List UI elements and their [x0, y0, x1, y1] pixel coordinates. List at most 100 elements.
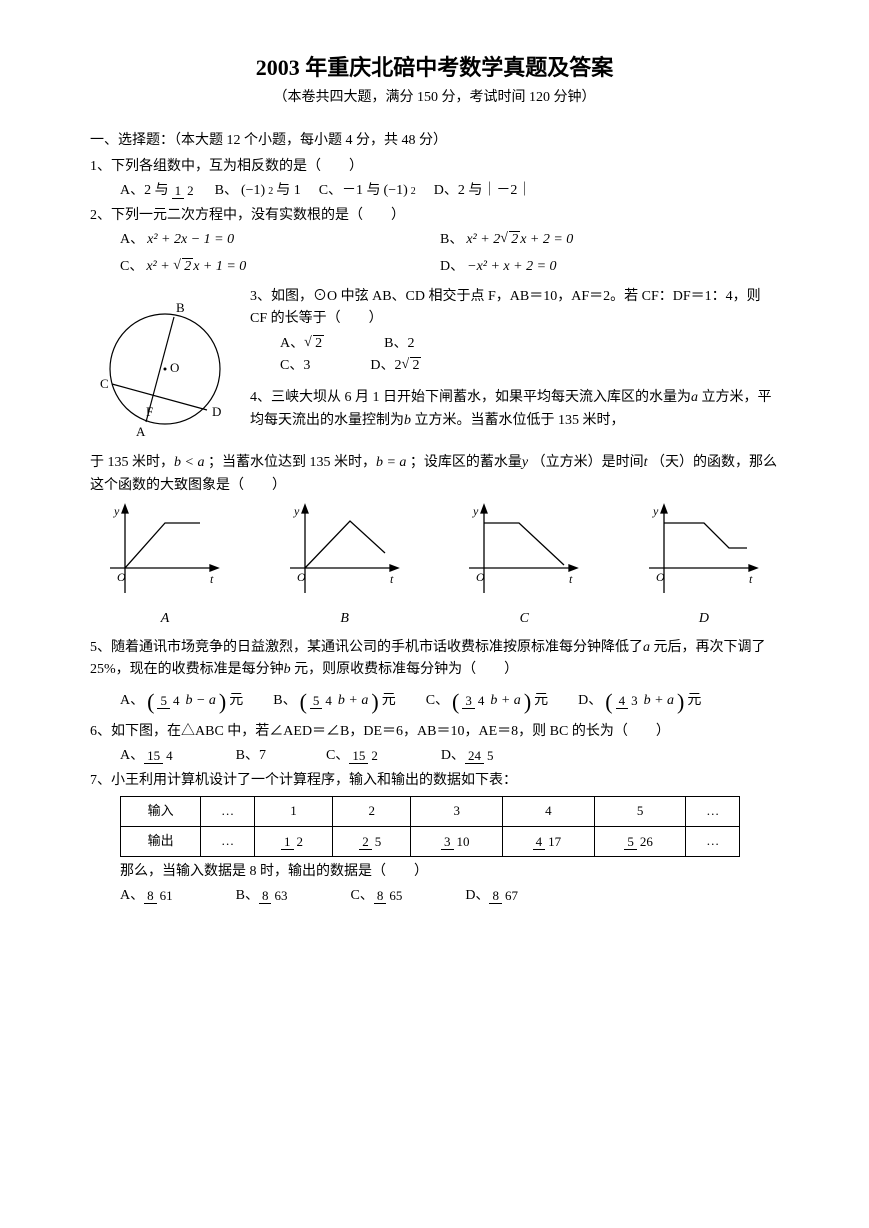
f7cd: 65 — [386, 888, 405, 903]
q5-a: a — [643, 640, 650, 655]
opt-6d: D、 — [441, 748, 465, 763]
question-1: 1、下列各组数中，互为相反数的是（ ） — [90, 156, 779, 178]
opt-5d: D、 — [578, 690, 602, 712]
opt-7c: C、 — [350, 888, 373, 903]
graph-A: yOt A — [90, 503, 240, 631]
f5bd: 4 — [322, 693, 335, 708]
lbl-A: A — [136, 424, 146, 439]
question-3-options-2: C、3 D、22 — [280, 355, 779, 377]
eq-2c-pre: x² + — [146, 259, 173, 274]
graph-D: yOt D — [629, 503, 779, 631]
opt-2c: C、 — [120, 256, 143, 278]
opt-6c: C、 — [326, 748, 349, 763]
svg-text:t: t — [390, 572, 394, 586]
table-row: 输入 … 1 2 3 4 5 … — [121, 797, 740, 827]
opt-7a: A、 — [120, 888, 144, 903]
question-7-options: A、861 B、863 C、865 D、867 — [120, 885, 779, 907]
graph-B: yOt B — [270, 503, 420, 631]
u5a: 元 — [229, 690, 243, 712]
cell-in: 1 — [254, 797, 332, 827]
svg-text:t: t — [569, 572, 573, 586]
f7dn: 8 — [489, 888, 502, 904]
graph-B-label: B — [270, 608, 420, 630]
od2: 10 — [454, 834, 473, 849]
q4-y: y — [522, 455, 528, 470]
od0: 2 — [294, 834, 307, 849]
question-3: 3、如图，⊙O 中弦 AB、CD 相交于点 F，AB＝10，AF＝2。若 CF：… — [250, 286, 779, 331]
opt-1b: B、 — [215, 180, 238, 202]
svg-text:O: O — [117, 570, 126, 584]
q4-b: b — [404, 413, 411, 428]
question-4-graphs: y Ot A yOt B yOt C yOt D — [90, 503, 779, 631]
eq-2a: x² + 2x − 1 = 0 — [147, 229, 234, 251]
graph-C: yOt C — [449, 503, 599, 631]
f5dop: b + a — [644, 690, 674, 712]
question-2: 2、下列一元二次方程中，没有实数根的是（ ） — [90, 205, 779, 227]
f5aop: b − a — [185, 690, 215, 712]
f5cd: 4 — [475, 693, 488, 708]
f7dd: 67 — [502, 888, 521, 903]
u5b: 元 — [382, 690, 396, 712]
th-input: 输入 — [121, 797, 201, 827]
question-7: 7、小王利用计算机设计了一个计算程序，输入和输出的数据如下表： — [90, 770, 779, 792]
section-heading: 一、选择题：（本大题 12 个小题，每小题 4 分，共 48 分） — [90, 130, 779, 152]
opt-6a: A、 — [120, 748, 144, 763]
on0: 1 — [281, 834, 294, 850]
cell-out: 417 — [503, 826, 595, 856]
q5-t3: 元，则原收费标准每分钟为（ ） — [294, 662, 518, 677]
cell-dots: … — [686, 797, 740, 827]
opt-5a: A、 — [120, 690, 144, 712]
question-5: 5、随着通讯市场竞争的日益激烈，某通讯公司的手机市话收费标准按原标准每分钟降低了… — [90, 637, 779, 682]
q4-t5: ；设库区的蓄水量 — [410, 455, 522, 470]
graph-C-label: C — [449, 608, 599, 630]
q5-t1: 5、随着通讯市场竞争的日益激烈，某通讯公司的手机市话收费标准按原标准每分钟降低了 — [90, 640, 643, 655]
od1: 5 — [372, 834, 385, 849]
opt-1b-tail: 与 1 — [276, 180, 301, 202]
f7bn: 8 — [259, 888, 272, 904]
cell-out: 310 — [411, 826, 503, 856]
cell-dots: … — [201, 826, 255, 856]
opt-7b: B、 — [236, 888, 259, 903]
opt-3a: A、 — [280, 336, 304, 351]
f7cn: 8 — [374, 888, 387, 904]
f5dd: 3 — [628, 693, 641, 708]
on2: 3 — [441, 834, 454, 850]
graph-D-label: D — [629, 608, 779, 630]
opt-1c: C、－1 与 — [319, 180, 381, 202]
q4-ba: b < a — [174, 455, 204, 470]
u5d: 元 — [687, 690, 701, 712]
cell-in: 5 — [594, 797, 686, 827]
cell-in: 4 — [503, 797, 595, 827]
lbl-D: D — [212, 404, 221, 419]
question-4-p1: 4、三峡大坝从 6 月 1 日开始下闸蓄水，如果平均每天流入库区的水量为a 立方… — [250, 387, 779, 432]
f5bop: b + a — [338, 690, 368, 712]
opt-5c: C、 — [426, 690, 449, 712]
question-3-options: A、2 B、2 — [280, 333, 779, 355]
opt-7d: D、 — [465, 888, 489, 903]
question-6-options: A、154 B、7 C、152 D、245 — [120, 745, 779, 767]
q5-b: b — [284, 662, 291, 677]
f7ad: 61 — [157, 888, 176, 903]
lbl-B: B — [176, 300, 185, 315]
f6cd: 2 — [368, 748, 381, 763]
th-output: 输出 — [121, 826, 201, 856]
opt-2b: B、 — [440, 229, 463, 251]
page-subtitle: （本卷共四大题，满分 150 分，考试时间 120 分钟） — [90, 87, 779, 109]
f5bn: 5 — [310, 693, 323, 709]
on4: 5 — [624, 834, 637, 850]
cell-dots: … — [686, 826, 740, 856]
f7an: 8 — [144, 888, 157, 904]
opt-3b: B、2 — [384, 336, 414, 351]
page-title: 2003 年重庆北碚中考数学真题及答案 — [90, 50, 779, 85]
f6an: 15 — [144, 748, 163, 764]
svg-text:O: O — [656, 570, 665, 584]
f5an: 5 — [157, 693, 170, 709]
f5ad: 4 — [170, 693, 183, 708]
opt-1a: A、2 与 — [120, 180, 169, 202]
opt-3c: C、3 — [280, 358, 310, 373]
svg-text:y: y — [113, 504, 120, 518]
svg-text:t: t — [749, 572, 753, 586]
graph-A-label: A — [90, 608, 240, 630]
f7bd: 63 — [271, 888, 290, 903]
eq-2b-pre: x² + 2 — [466, 232, 500, 247]
